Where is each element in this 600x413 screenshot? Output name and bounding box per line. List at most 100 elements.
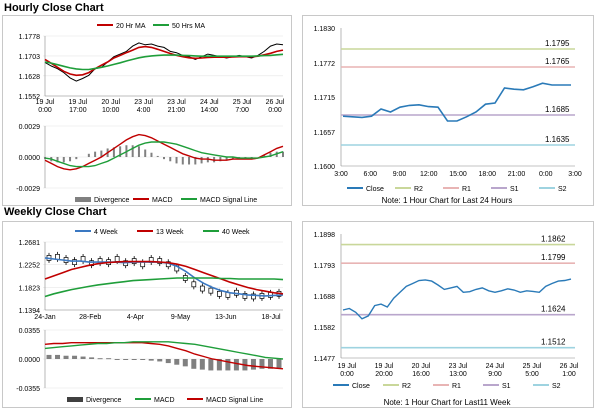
weekly-pivot-x-time: 20:00 <box>375 371 393 378</box>
hourly-pivot-x-tick: 21:00 <box>508 171 526 178</box>
hourly-ma-x-date: 23 Jul <box>167 99 186 106</box>
weekly-price-candle <box>217 290 222 297</box>
hourly-ma-x-time: 14:00 <box>201 107 219 114</box>
legend-20hr-ma-label: 20 Hr MA <box>116 23 146 30</box>
hourly-pivot-y-tick-label: 1.1600 <box>314 164 336 171</box>
weekly-signal-line <box>44 341 284 360</box>
hourly-level-s2-label: 1.1635 <box>545 135 570 144</box>
weekly-macd-y-tick-label: 0.0000 <box>19 357 41 364</box>
weekly-level-s1-label: 1.1624 <box>541 305 566 314</box>
legend-hourly-pivot-r2-label: R2 <box>414 186 423 193</box>
weekly-divergence-bar <box>191 359 197 369</box>
hourly-ma-y-tick-label: 1.1552 <box>19 94 41 101</box>
hourly-close-line <box>342 82 571 122</box>
hourly-note: Note: 1 Hour Chart for Last 24 Hours <box>381 196 513 205</box>
weekly-divergence-bar <box>97 358 103 360</box>
hourly-ma-x-time: 7:00 <box>235 107 249 114</box>
weekly-ma-x-tick: 4-Apr <box>127 314 145 321</box>
weekly-pivot-chart: 1.1898 1.1793 1.1688 1.1582 1.1477 1.1862 1.17… <box>314 232 579 390</box>
weekly-divergence-bar <box>80 356 86 359</box>
weekly-pivot-x-time: 16:00 <box>412 371 430 378</box>
hourly-ma-x-date: 24 Jul <box>200 99 219 106</box>
hourly-ma-y-tick-label: 1.1703 <box>19 54 41 61</box>
hourly-macd-y-tick-label: -0.0029 <box>16 186 40 193</box>
weekly-divergence-bar <box>114 359 120 360</box>
hourly-signal-line <box>44 141 284 168</box>
weekly-price-candle <box>89 260 94 267</box>
hourly-level-s1-label: 1.1685 <box>545 105 570 114</box>
weekly-divergence-bar <box>216 359 222 371</box>
weekly-pivot-y-tick-label: 1.1477 <box>314 356 336 363</box>
weekly-pivot-x-time: 9:00 <box>488 371 502 378</box>
weekly-pivot-panel: 1.1898 1.1793 1.1688 1.1582 1.1477 1.1862 1.17… <box>302 221 594 408</box>
legend-weekly-pivot-r1-label: R1 <box>452 383 461 390</box>
hourly-ma-panel: 20 Hr MA 50 Hrs MA 1.1778 1.1703 1.1628 1.155… <box>2 15 292 206</box>
hourly-pivot-y-tick-label: 1.1715 <box>314 95 336 102</box>
hourly-section-title: Hourly Close Chart <box>4 2 104 14</box>
hourly-ma-chart: 20 Hr MA 50 Hrs MA 1.1778 1.1703 1.1628 1.155… <box>16 23 285 204</box>
weekly-ma-y-tick-label: 1.2681 <box>19 240 41 247</box>
legend-40-week-label: 40 Week <box>222 229 250 236</box>
weekly-divergence-bar <box>174 359 180 365</box>
legend-hourly-pivot-r1-label: R1 <box>462 186 471 193</box>
weekly-divergence-bar <box>157 359 163 362</box>
weekly-ma-y-tick-label: 1.2252 <box>19 263 41 270</box>
weekly-pivot-y-tick-label: 1.1898 <box>314 232 336 239</box>
weekly-level-r1-label: 1.1799 <box>541 253 566 262</box>
weekly-price-candle <box>242 293 248 299</box>
legend-hourly-pivot-s1-label: S1 <box>510 186 519 193</box>
weekly-40-week-line <box>44 277 284 298</box>
hourly-ma-x-time: 17:00 <box>69 107 87 114</box>
legend-hourly-pivot-s2-label: S2 <box>558 186 567 193</box>
hourly-ma-x-date: 23 Jul <box>134 99 153 106</box>
hourly-ma-x-date: 26 Jul <box>266 99 285 106</box>
weekly-price-candle <box>199 285 205 292</box>
weekly-divergence-bar <box>208 359 214 371</box>
weekly-price-candle <box>191 281 197 288</box>
legend-13-week-label: 13 Week <box>156 229 184 236</box>
weekly-divergence-bar <box>131 359 137 360</box>
hourly-ma-x-date: 25 Jul <box>233 99 252 106</box>
weekly-close-line <box>342 278 572 320</box>
weekly-divergence-bar <box>165 359 171 364</box>
weekly-divergence-bar <box>63 355 69 359</box>
hourly-pivot-x-tick: 6:00 <box>363 171 377 178</box>
weekly-macd-y-tick-label: -0.0355 <box>16 386 40 393</box>
weekly-pivot-y-tick-label: 1.1688 <box>314 294 336 301</box>
weekly-divergence-bar <box>148 359 154 361</box>
hourly-50hr-ma-line <box>44 53 284 71</box>
hourly-pivot-x-tick: 15:00 <box>449 171 467 178</box>
weekly-divergence-bar <box>72 355 78 359</box>
weekly-divergence-bar <box>55 354 61 359</box>
hourly-pivot-x-tick: 3:00 <box>568 171 582 178</box>
weekly-pivot-x-date: 25 Jul <box>523 363 542 370</box>
hourly-level-r1-label: 1.1765 <box>545 57 570 66</box>
hourly-pivot-panel: 1.1830 1.1772 1.1715 1.1657 1.1600 1.1795 1.17… <box>302 15 594 206</box>
hourly-ma-x-date: 19 Jul <box>36 99 55 106</box>
hourly-macd-line <box>44 133 284 171</box>
hourly-ma-y-tick-label: 1.1628 <box>19 74 41 81</box>
hourly-ma-x-time: 10:00 <box>102 107 120 114</box>
weekly-divergence-bar <box>276 359 282 369</box>
weekly-pivot-x-time: 13:00 <box>449 371 467 378</box>
weekly-price-candle <box>114 256 120 262</box>
legend-weekly-pivot-r2-label: R2 <box>402 383 411 390</box>
legend-weekly-signal-label: MACD Signal Line <box>206 397 263 404</box>
weekly-pivot-x-time: 1:00 <box>562 371 576 378</box>
hourly-ma-x-time: 0:00 <box>38 107 52 114</box>
weekly-4-week-line <box>44 257 284 297</box>
weekly-pivot-x-date: 19 Jul <box>338 363 357 370</box>
hourly-pivot-y-tick-label: 1.1772 <box>314 61 336 68</box>
legend-weekly-pivot-s2-label: S2 <box>552 383 561 390</box>
hourly-ma-x-time: 4:00 <box>137 107 151 114</box>
legend-hourly-divergence-swatch <box>75 197 91 202</box>
legend-hourly-macd-label: MACD <box>152 197 173 204</box>
weekly-divergence-bar <box>182 359 188 367</box>
hourly-pivot-x-tick: 12:00 <box>420 171 438 178</box>
hourly-pivot-x-tick: 18:00 <box>478 171 496 178</box>
weekly-price-candle <box>208 287 214 294</box>
weekly-ma-chart: 4 Week 13 Week 40 Week 1.2681 1.2252 1.1823 1.… <box>16 229 284 404</box>
weekly-note: Note: 1 Hour Chart for Last11 Week <box>383 398 511 407</box>
weekly-section-title: Weekly Close Chart <box>4 206 107 218</box>
weekly-divergence-bar <box>199 359 205 370</box>
